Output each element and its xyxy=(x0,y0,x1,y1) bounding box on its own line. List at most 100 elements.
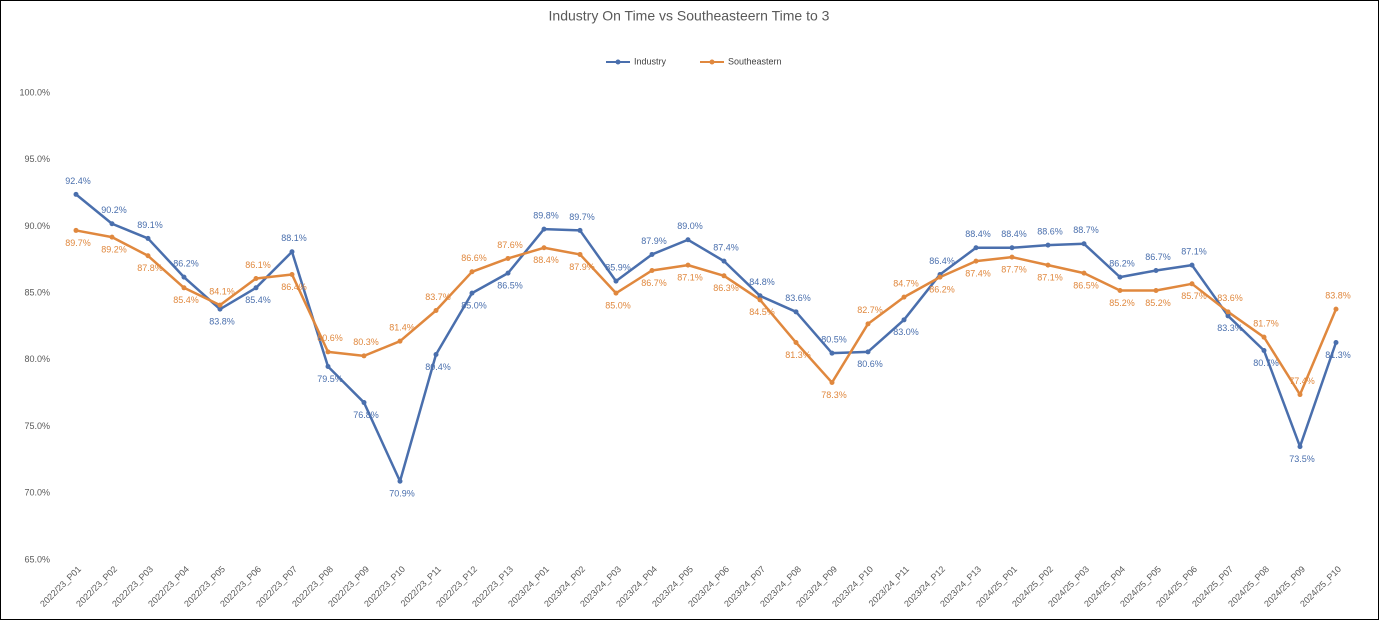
data-label: 76.8% xyxy=(353,410,379,420)
data-point xyxy=(1153,267,1159,273)
data-point xyxy=(901,294,907,300)
legend-marker xyxy=(709,59,715,65)
data-point xyxy=(1189,262,1195,268)
data-label: 86.3% xyxy=(713,283,739,293)
y-tick-label: 75.0% xyxy=(24,421,50,431)
data-point xyxy=(973,258,979,264)
data-label: 89.8% xyxy=(533,210,559,220)
data-point xyxy=(109,221,115,227)
data-label: 83.8% xyxy=(1325,291,1351,301)
data-label: 87.1% xyxy=(677,272,703,282)
data-point xyxy=(685,262,691,268)
y-tick-label: 70.0% xyxy=(24,488,50,498)
data-label: 86.5% xyxy=(497,281,523,291)
data-point xyxy=(181,274,187,280)
data-point xyxy=(1081,270,1087,276)
data-label: 87.6% xyxy=(497,240,523,250)
chart-title: Industry On Time vs Southeasteern Time t… xyxy=(549,8,830,24)
data-label: 80.6% xyxy=(317,333,343,343)
data-point xyxy=(685,237,691,243)
data-point xyxy=(325,349,331,355)
data-label: 84.8% xyxy=(749,277,775,287)
data-label: 83.8% xyxy=(209,317,235,327)
data-label: 85.9% xyxy=(605,263,631,273)
data-label: 86.4% xyxy=(929,256,955,266)
data-label: 81.3% xyxy=(1325,350,1351,360)
data-label: 86.6% xyxy=(461,253,487,263)
data-point xyxy=(829,380,835,386)
data-label: 85.2% xyxy=(1109,298,1135,308)
data-label: 83.0% xyxy=(893,327,919,337)
data-label: 80.6% xyxy=(857,359,883,369)
data-point xyxy=(73,191,79,197)
data-point xyxy=(1297,444,1303,450)
data-point xyxy=(829,350,835,356)
data-label: 87.4% xyxy=(713,242,739,252)
data-label: 88.6% xyxy=(1037,226,1063,236)
data-point xyxy=(1153,287,1159,293)
data-label: 73.5% xyxy=(1289,454,1315,464)
data-point xyxy=(1333,340,1339,346)
data-point xyxy=(577,227,583,233)
data-point xyxy=(613,290,619,296)
data-point xyxy=(1225,313,1231,319)
y-tick-label: 100.0% xyxy=(19,87,50,97)
data-point xyxy=(1189,281,1195,287)
data-label: 86.2% xyxy=(929,285,955,295)
data-point xyxy=(253,285,259,291)
data-label: 81.4% xyxy=(389,323,415,333)
data-label: 88.4% xyxy=(533,255,559,265)
data-label: 84.1% xyxy=(209,287,235,297)
data-label: 90.2% xyxy=(101,205,127,215)
data-point xyxy=(541,226,547,232)
data-point xyxy=(505,270,511,276)
data-label: 80.4% xyxy=(425,362,451,372)
data-point xyxy=(397,478,403,484)
data-label: 86.7% xyxy=(1145,252,1171,262)
data-label: 87.4% xyxy=(965,268,991,278)
data-point xyxy=(865,349,871,355)
y-tick-label: 90.0% xyxy=(24,221,50,231)
data-point xyxy=(217,306,223,312)
data-point xyxy=(433,352,439,358)
data-label: 86.1% xyxy=(245,260,271,270)
data-point xyxy=(1117,274,1123,280)
data-label: 87.1% xyxy=(1037,272,1063,282)
data-point xyxy=(145,253,151,259)
data-point xyxy=(1045,262,1051,268)
data-point xyxy=(145,235,151,241)
data-point xyxy=(721,273,727,279)
data-label: 80.7% xyxy=(1253,358,1279,368)
y-tick-label: 95.0% xyxy=(24,154,50,164)
data-label: 88.4% xyxy=(1001,229,1027,239)
data-point xyxy=(1081,241,1087,247)
data-label: 83.3% xyxy=(1217,323,1243,333)
data-point xyxy=(973,245,979,251)
data-label: 79.5% xyxy=(317,374,343,384)
data-point xyxy=(937,274,943,280)
data-label: 86.5% xyxy=(1073,281,1099,291)
legend-label: Industry xyxy=(634,56,667,66)
data-point xyxy=(469,269,475,275)
data-label: 83.6% xyxy=(1217,293,1243,303)
data-point xyxy=(325,364,331,370)
data-point xyxy=(217,302,223,308)
data-point xyxy=(1261,334,1267,340)
y-tick-label: 80.0% xyxy=(24,354,50,364)
data-point xyxy=(73,227,79,233)
data-label: 85.7% xyxy=(1181,291,1207,301)
data-point xyxy=(649,267,655,273)
data-label: 82.7% xyxy=(857,305,883,315)
data-label: 86.7% xyxy=(641,278,667,288)
data-label: 85.2% xyxy=(1145,298,1171,308)
data-point xyxy=(541,245,547,251)
data-point xyxy=(865,321,871,327)
data-label: 89.0% xyxy=(677,221,703,231)
data-label: 87.1% xyxy=(1181,246,1207,256)
data-point xyxy=(793,340,799,346)
data-label: 85.0% xyxy=(461,301,487,311)
data-point xyxy=(721,258,727,264)
data-point xyxy=(577,251,583,257)
